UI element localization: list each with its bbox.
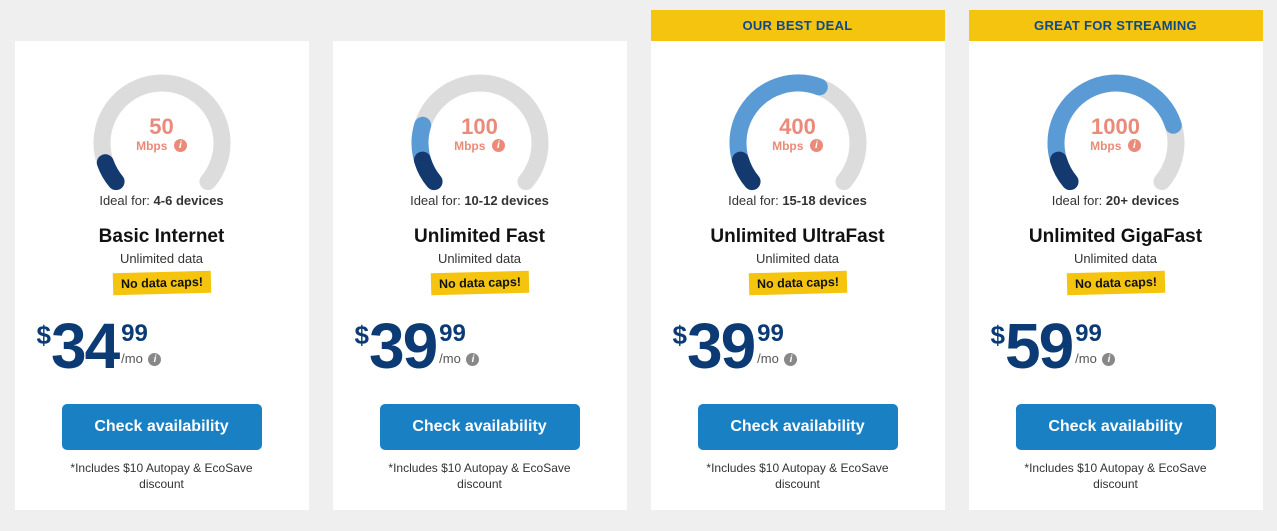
footnote: *Includes $10 Autopay & EcoSave discount [1001,460,1231,492]
price: $ 59 99 /mo i [991,314,1116,378]
speed-unit: Mbps [136,139,167,153]
pricing-plans: 50 Mbps i Ideal for: 4-6 devicesBasic In… [6,10,1271,510]
currency-symbol: $ [37,322,51,348]
info-icon[interactable]: i [1128,139,1141,152]
plan-body: 100 Mbps i Ideal for: 10-12 devicesUnlim… [333,41,627,510]
gauge-center: 1000 Mbps i [1036,115,1196,155]
speed-unit-row: Mbps i [400,138,560,155]
check-availability-button[interactable]: Check availability [380,404,580,450]
plan-card: GREAT FOR STREAMING 1000 Mbps i Ideal fo… [969,10,1263,510]
plan-subtext: Unlimited data [756,251,839,266]
currency-symbol: $ [673,322,687,348]
plan-card: OUR BEST DEAL 400 Mbps i Ideal for: 15-1… [651,10,945,510]
price-cents: 99 [439,322,479,346]
plan-name: Unlimited Fast [414,226,545,248]
speed-value: 1000 [1036,115,1196,138]
price: $ 39 99 /mo i [673,314,798,378]
gauge-center: 400 Mbps i [718,115,878,155]
price-whole: 39 [687,314,754,378]
price-whole: 39 [369,314,436,378]
price-cents: 99 [121,322,161,346]
price-whole: 59 [1005,314,1072,378]
price-period: /mo i [121,352,161,366]
plan-name: Unlimited UltraFast [710,226,884,248]
plan-banner: GREAT FOR STREAMING [969,10,1263,41]
speed-gauge: 1000 Mbps i [1036,63,1196,175]
price: $ 39 99 /mo i [355,314,480,378]
plan-banner: OUR BEST DEAL [651,10,945,41]
speed-gauge: 400 Mbps i [718,63,878,175]
info-icon[interactable]: i [148,353,161,366]
price-period: /mo i [439,352,479,366]
gauge-center: 100 Mbps i [400,115,560,155]
price-cents: 99 [757,322,797,346]
speed-unit: Mbps [772,139,803,153]
footnote: *Includes $10 Autopay & EcoSave discount [683,460,913,492]
currency-symbol: $ [991,322,1005,348]
info-icon[interactable]: i [1102,353,1115,366]
speed-unit-row: Mbps i [82,138,242,155]
plan-card: 100 Mbps i Ideal for: 10-12 devicesUnlim… [333,41,627,510]
plan-name: Unlimited GigaFast [1029,226,1202,248]
speed-unit-row: Mbps i [1036,138,1196,155]
info-icon[interactable]: i [466,353,479,366]
speed-gauge: 100 Mbps i [400,63,560,175]
plan-card: 50 Mbps i Ideal for: 4-6 devicesBasic In… [15,41,309,510]
plan-name: Basic Internet [99,226,225,248]
speed-unit-row: Mbps i [718,138,878,155]
footnote: *Includes $10 Autopay & EcoSave discount [365,460,595,492]
price-whole: 34 [51,314,118,378]
plan-body: 50 Mbps i Ideal for: 4-6 devicesBasic In… [15,41,309,510]
speed-unit: Mbps [454,139,485,153]
info-icon[interactable]: i [492,139,505,152]
no-data-caps-badge: No data caps! [430,271,529,296]
info-icon[interactable]: i [784,353,797,366]
gauge-center: 50 Mbps i [82,115,242,155]
check-availability-button[interactable]: Check availability [698,404,898,450]
speed-unit: Mbps [1090,139,1121,153]
plan-subtext: Unlimited data [438,251,521,266]
currency-symbol: $ [355,322,369,348]
check-availability-button[interactable]: Check availability [62,404,262,450]
check-availability-button[interactable]: Check availability [1016,404,1216,450]
price-period: /mo i [757,352,797,366]
speed-gauge: 50 Mbps i [82,63,242,175]
speed-value: 100 [400,115,560,138]
price-cents: 99 [1075,322,1115,346]
no-data-caps-badge: No data caps! [112,271,211,296]
speed-value: 400 [718,115,878,138]
plan-body: 1000 Mbps i Ideal for: 20+ devicesUnlimi… [969,41,1263,510]
info-icon[interactable]: i [174,139,187,152]
price-period: /mo i [1075,352,1115,366]
plan-body: 400 Mbps i Ideal for: 15-18 devicesUnlim… [651,41,945,510]
plan-subtext: Unlimited data [120,251,203,266]
no-data-caps-badge: No data caps! [1066,271,1165,296]
speed-value: 50 [82,115,242,138]
plan-subtext: Unlimited data [1074,251,1157,266]
no-data-caps-badge: No data caps! [748,271,847,296]
footnote: *Includes $10 Autopay & EcoSave discount [47,460,277,492]
info-icon[interactable]: i [810,139,823,152]
price: $ 34 99 /mo i [37,314,162,378]
